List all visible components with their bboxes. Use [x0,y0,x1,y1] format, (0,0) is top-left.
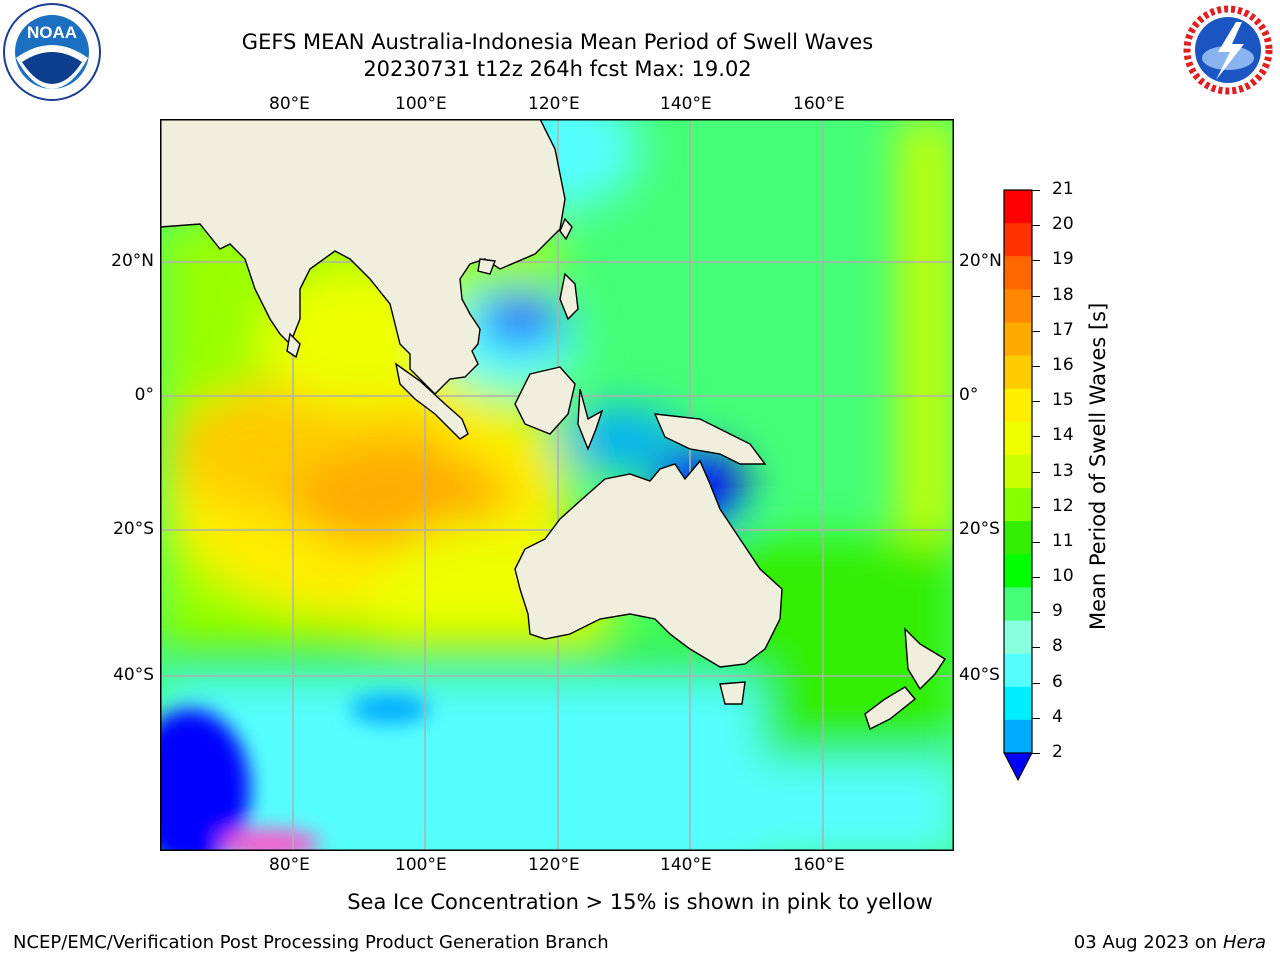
lon-label-bottom-140e: 140°E [660,855,712,875]
colorbar-swatch [1004,686,1032,721]
lat-label-right-0: 0° [959,385,979,405]
sea-ice-notice: Sea Ice Concentration > 15% is shown in … [347,890,933,914]
noaa-logo: NOAA [3,3,101,101]
colorbar-tick-label: 4 [1052,706,1063,727]
lat-label-left-0: 0° [134,385,154,405]
lon-label-bottom-160e: 160°E [793,855,845,875]
credit-text: NCEP/EMC/Verification Post Processing Pr… [13,932,609,953]
colorbar-tick-mark [1032,717,1040,719]
lat-label-left-40s: 40°S [113,665,154,685]
colorbar-tick-mark [1032,506,1040,508]
colorbar-tick-mark [1032,753,1040,754]
colorbar-tick-mark [1032,330,1040,332]
colorbar-tick-label: 15 [1052,390,1074,411]
colorbar-tick-mark [1032,541,1040,543]
colorbar-tick-mark [1032,295,1040,297]
colorbar-swatch [1004,488,1032,522]
sumatra [394,362,469,440]
colorbar-swatch [1004,653,1032,688]
colorbar-swatch [1004,190,1032,224]
lon-label-bottom-120e: 120°E [528,855,580,875]
colorbar-title: Mean Period of Swell Waves [s] [1086,302,1110,630]
colorbar-swatch [1004,256,1032,290]
lat-label-right-20s: 20°S [959,519,1000,539]
colorbar-tick-label: 13 [1052,460,1074,481]
colorbar-tick-mark [1032,647,1040,649]
colorbar-swatch [1004,620,1032,655]
nws-logo [1179,1,1277,99]
swell-period-map [160,119,954,851]
colorbar-tick-label: 9 [1052,601,1063,622]
colorbar-tick-label: 12 [1052,495,1074,516]
lon-label-top-140e: 140°E [660,94,712,114]
colorbar-tick-mark [1032,260,1040,262]
colorbar-tick-label: 19 [1052,249,1074,270]
tasmania [719,681,746,705]
landmasses [160,119,946,730]
australia [514,459,783,668]
asia-mainland [160,119,566,395]
colorbar-tick-label: 21 [1052,179,1074,199]
map-title: GEFS MEAN Australia-Indonesia Mean Perio… [241,30,874,54]
run-date-text: 03 Aug 2023 on [1073,932,1218,953]
new-guinea [653,413,767,465]
colorbar-tick-mark [1032,365,1040,367]
lon-label-bottom-80e: 80°E [269,855,310,875]
new-zealand-south [864,686,916,730]
colorbar-swatch [1004,322,1032,357]
hainan [477,258,496,275]
map-frame [160,119,954,851]
machine-name: Hera [1222,932,1266,953]
sulawesi [577,388,604,451]
colorbar-swatch [1004,454,1032,489]
borneo [514,366,576,435]
run-date: 03 Aug 2023 on Hera [1074,932,1266,953]
colorbar-swatch [1004,388,1032,423]
colorbar-tick-mark [1032,471,1040,473]
colorbar-tick-mark [1032,577,1040,579]
colorbar-swatch [1004,719,1032,754]
lat-label-left-20s: 20°S [113,519,154,539]
colorbar [1003,189,1033,782]
sri-lanka [286,332,301,359]
colorbar-tick-mark [1032,436,1040,438]
colorbar-tick-label: 20 [1052,214,1074,235]
colorbar-tick-mark [1032,682,1040,684]
colorbar-swatch [1004,521,1032,555]
lat-label-left-20n: 20°N [111,251,154,271]
colorbar-swatch [1004,421,1032,456]
lon-label-top-80e: 80°E [269,94,310,114]
map-subtitle: 20230731 t12z 264h fcst Max: 19.02 [363,57,752,81]
colorbar-tick-label: 11 [1052,530,1074,551]
colorbar-swatch [1004,554,1032,588]
colorbar-swatch [1004,355,1032,390]
lon-label-top-100e: 100°E [395,94,447,114]
colorbar-tick-mark [1032,401,1040,403]
lon-label-bottom-100e: 100°E [395,855,447,875]
colorbar-tick-label: 18 [1052,284,1074,305]
colorbar-tick-label: 16 [1052,354,1074,375]
lat-label-right-40s: 40°S [959,665,1000,685]
colorbar-swatch [1004,289,1032,323]
colorbar-extend-arrow [1003,752,1033,782]
noaa-logo-text: NOAA [27,23,77,42]
lon-label-top-120e: 120°E [528,94,580,114]
colorbar-tick-mark [1032,190,1040,191]
colorbar-tick-label: 8 [1052,636,1063,657]
colorbar-tick-label: 6 [1052,671,1063,692]
colorbar-tick-label: 17 [1052,319,1074,340]
colorbar-swatch [1004,587,1032,622]
new-zealand-north [904,627,946,691]
lon-label-top-160e: 160°E [793,94,845,114]
colorbar-tick-mark [1032,612,1040,614]
colorbar-swatch [1004,223,1032,257]
colorbar-tick-label: 14 [1052,425,1074,446]
colorbar-tick-label: 2 [1052,742,1063,762]
lat-label-right-20n: 20°N [959,251,1002,271]
colorbar-tick-label: 10 [1052,566,1074,587]
taiwan [559,217,573,241]
colorbar-tick-mark [1032,225,1040,227]
luzon [559,272,579,321]
